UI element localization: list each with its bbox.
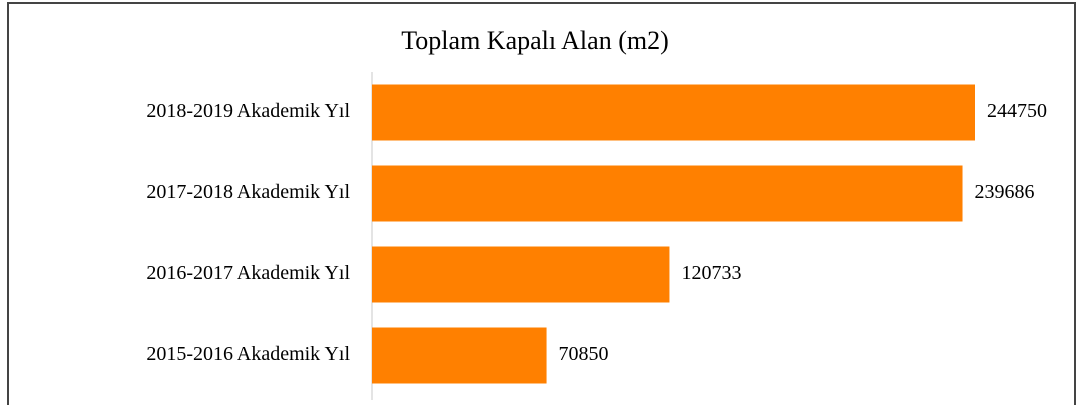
bar (372, 165, 963, 222)
y-tick-label: 2015-2016 Akademik Yıl (146, 343, 350, 365)
bar (372, 84, 975, 141)
y-tick-label: 2017-2018 Akademik Yıl (146, 181, 350, 203)
chart-title: Toplam Kapalı Alan (m2) (401, 26, 669, 55)
value-label: 120733 (681, 262, 741, 284)
value-label: 244750 (987, 100, 1047, 122)
y-tick-label: 2018-2019 Akademik Yıl (146, 100, 350, 122)
value-label: 239686 (975, 181, 1035, 203)
value-label: 70850 (559, 343, 609, 365)
y-tick-label: 2016-2017 Akademik Yıl (146, 262, 350, 284)
bar (372, 246, 670, 303)
bar (372, 327, 547, 384)
